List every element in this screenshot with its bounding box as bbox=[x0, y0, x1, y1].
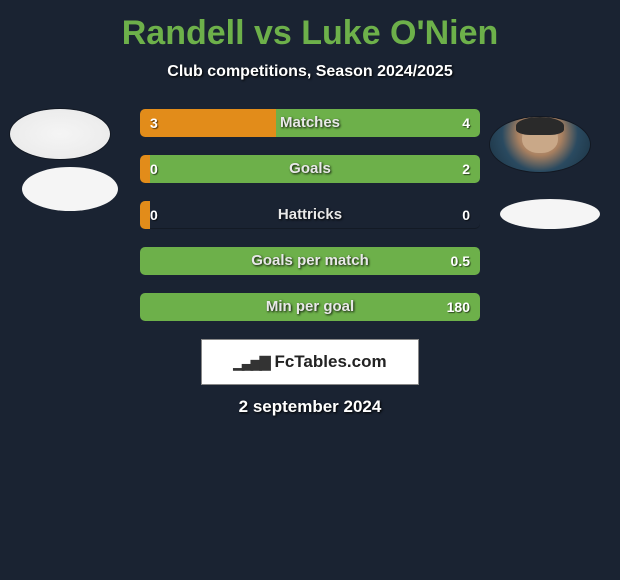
date-label: 2 september 2024 bbox=[0, 397, 620, 417]
player-right-avatar bbox=[490, 117, 590, 172]
chart-icon: ▁▃▅▇ bbox=[233, 354, 268, 371]
player-right-badge bbox=[500, 199, 600, 229]
stat-row: 0.5Goals per match bbox=[140, 247, 480, 275]
stat-row: 02Goals bbox=[140, 155, 480, 183]
stat-label: Goals bbox=[140, 155, 480, 183]
stat-label: Goals per match bbox=[140, 247, 480, 275]
player-left-avatar bbox=[10, 109, 110, 159]
comparison-area: 34Matches 02Goals 00Hattricks 0.5Goals per … bbox=[0, 109, 620, 417]
stat-label: Hattricks bbox=[140, 201, 480, 229]
stat-row: 00Hattricks bbox=[140, 201, 480, 229]
stat-bars: 34Matches 02Goals 00Hattricks 0.5Goals per … bbox=[140, 109, 480, 321]
stat-label: Matches bbox=[140, 109, 480, 137]
page-title: Randell vs Luke O'Nien bbox=[0, 14, 620, 53]
stat-row: 34Matches bbox=[140, 109, 480, 137]
player-left-badge bbox=[22, 167, 118, 211]
subtitle: Club competitions, Season 2024/2025 bbox=[0, 63, 620, 81]
logo-text: FcTables.com bbox=[274, 352, 386, 372]
stat-row: 180Min per goal bbox=[140, 293, 480, 321]
stat-label: Min per goal bbox=[140, 293, 480, 321]
source-logo: ▁▃▅▇ FcTables.com bbox=[201, 339, 419, 385]
